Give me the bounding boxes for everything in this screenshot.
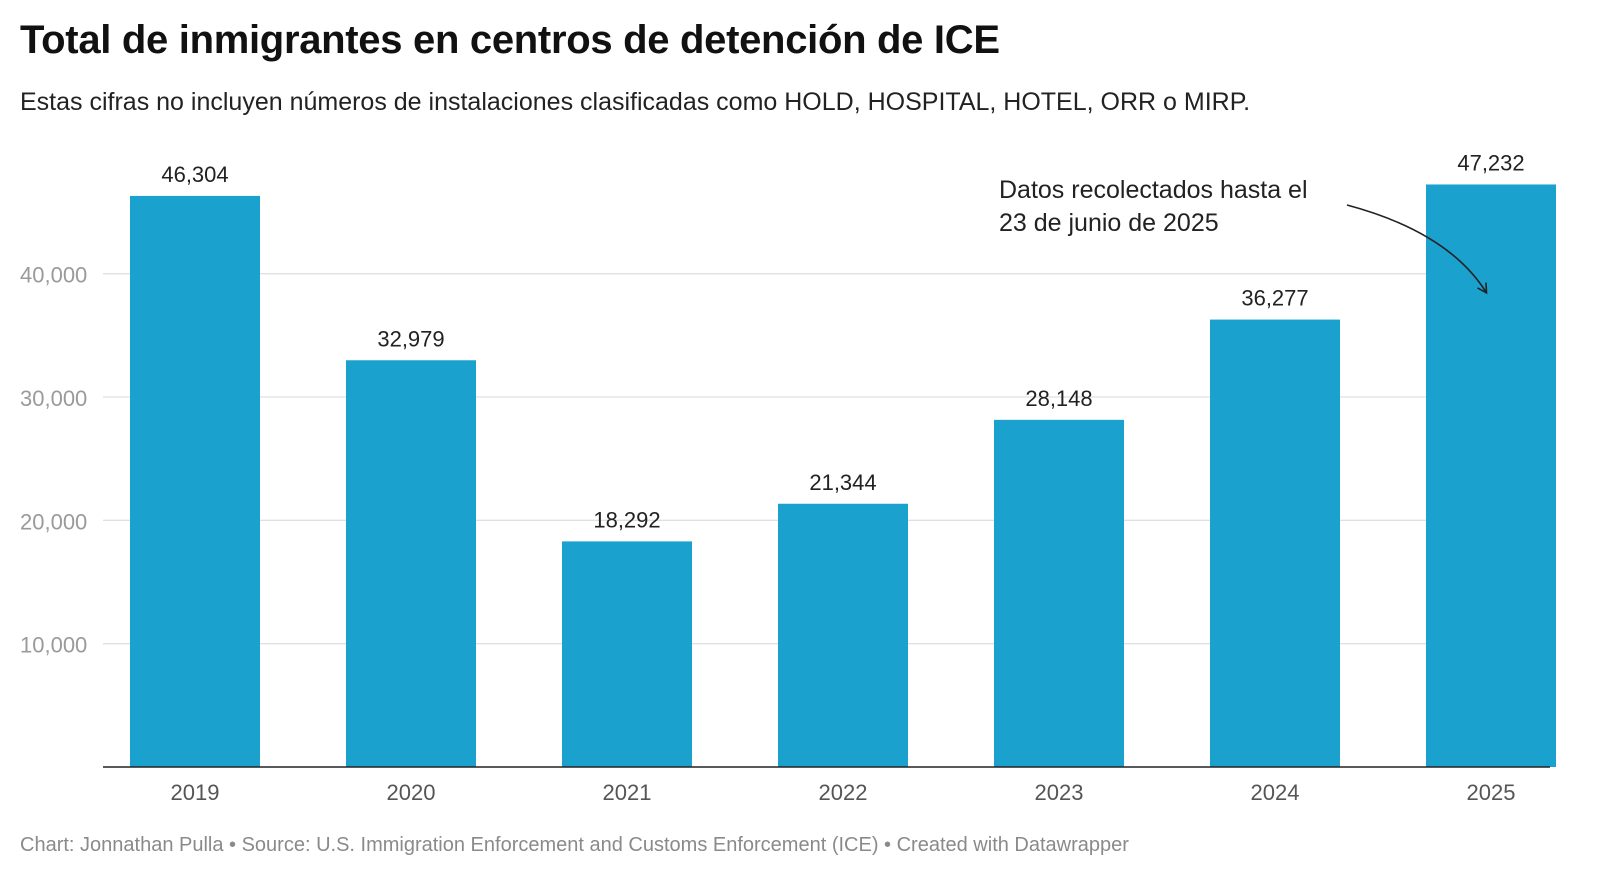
bar-2025 <box>1426 184 1556 768</box>
chart-title: Total de inmigrantes en centros de deten… <box>20 18 1000 62</box>
y-tick-label: 10,000 <box>20 633 87 658</box>
value-label-2021: 18,292 <box>593 507 660 532</box>
x-tick-label-2019: 2019 <box>171 780 220 805</box>
x-tick-label-2023: 2023 <box>1035 780 1084 805</box>
value-label-2025: 47,232 <box>1457 150 1524 175</box>
annotation-arrow <box>1346 204 1488 295</box>
value-label-2019: 46,304 <box>161 162 228 187</box>
x-tick-label-2025: 2025 <box>1467 780 1516 805</box>
bar-2024 <box>1210 319 1340 767</box>
chart-source-footer: Chart: Jonnathan Pulla • Source: U.S. Im… <box>20 834 1129 856</box>
x-tick-label-2021: 2021 <box>603 780 652 805</box>
x-tick-label-2024: 2024 <box>1251 780 1300 805</box>
value-label-2023: 28,148 <box>1025 386 1092 411</box>
x-axis-tick-labels: 2019 2020 2021 2022 2023 2024 2025 <box>171 780 1516 805</box>
bar-value-labels: 46,304 32,979 18,292 21,344 28,148 36,277 47,2… <box>161 150 1524 532</box>
annotation: Datos recolectados hasta el 23 de junio … <box>999 176 1488 295</box>
value-label-2024: 36,277 <box>1241 286 1308 311</box>
value-label-2022: 21,344 <box>809 470 876 495</box>
bar-2021 <box>562 541 692 767</box>
bar-2023 <box>994 419 1124 767</box>
annotation-line-2: 23 de junio de 2025 <box>999 209 1219 237</box>
x-tick-label-2022: 2022 <box>819 780 868 805</box>
bar-2020 <box>346 360 476 767</box>
y-tick-label: 40,000 <box>20 263 87 288</box>
chart-subtitle: Estas cifras no incluyen números de inst… <box>20 88 1251 116</box>
bar-2019 <box>130 195 260 767</box>
bars <box>130 184 1556 768</box>
y-axis-tick-labels: 10,000 20,000 30,000 40,000 <box>20 263 87 658</box>
x-tick-label-2020: 2020 <box>387 780 436 805</box>
annotation-line-1: Datos recolectados hasta el <box>999 176 1308 204</box>
y-tick-label: 20,000 <box>20 509 87 534</box>
y-tick-label: 30,000 <box>20 386 87 411</box>
bar-2022 <box>778 503 908 767</box>
value-label-2020: 32,979 <box>377 326 444 351</box>
